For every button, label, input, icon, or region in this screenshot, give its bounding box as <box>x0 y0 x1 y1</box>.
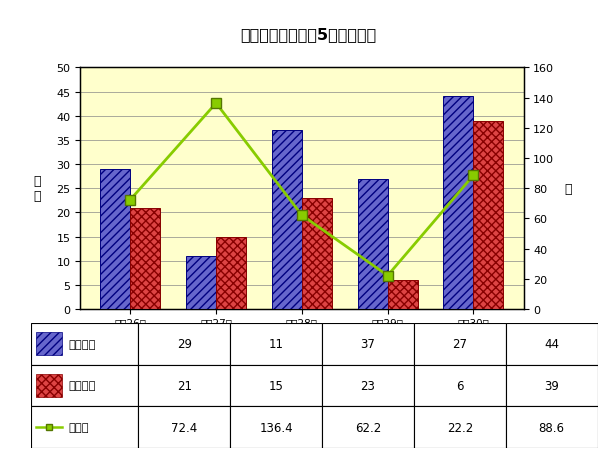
Bar <box>230 365 322 406</box>
Text: 136.4: 136.4 <box>259 421 293 434</box>
Bar <box>36 374 62 397</box>
Text: 11: 11 <box>269 338 284 350</box>
Text: 6: 6 <box>456 379 464 392</box>
Bar <box>31 323 139 365</box>
Bar <box>31 406 139 448</box>
Bar <box>474 121 503 309</box>
Text: 22.2: 22.2 <box>447 421 473 434</box>
Bar <box>414 365 506 406</box>
Bar <box>322 365 414 406</box>
Bar <box>414 323 506 365</box>
Bar <box>322 406 414 448</box>
Bar <box>230 406 322 448</box>
Text: 88.6: 88.6 <box>538 421 565 434</box>
Bar <box>139 323 230 365</box>
Y-axis label: 率: 率 <box>565 182 572 195</box>
Text: 認知・検挙の過去5箇年の推移: 認知・検挙の過去5箇年の推移 <box>240 27 376 42</box>
Bar <box>139 406 230 448</box>
Bar <box>506 365 598 406</box>
Text: 29: 29 <box>177 338 192 350</box>
Bar <box>36 333 62 355</box>
Text: 37: 37 <box>360 338 375 350</box>
Text: 44: 44 <box>544 338 559 350</box>
Text: 認知件数: 認知件数 <box>69 339 96 349</box>
Bar <box>414 406 506 448</box>
Text: 39: 39 <box>544 379 559 392</box>
Text: 検挙率: 検挙率 <box>69 422 89 432</box>
Text: 72.4: 72.4 <box>171 421 198 434</box>
Bar <box>186 256 216 309</box>
Bar <box>230 323 322 365</box>
Bar <box>302 198 332 309</box>
Text: 15: 15 <box>269 379 283 392</box>
Bar <box>444 97 474 309</box>
Text: 23: 23 <box>360 379 375 392</box>
Bar <box>31 365 139 406</box>
Text: 62.2: 62.2 <box>355 421 381 434</box>
Bar <box>506 406 598 448</box>
Bar <box>130 208 160 309</box>
Bar <box>387 280 418 309</box>
Y-axis label: 件
数: 件 数 <box>33 175 41 203</box>
Bar <box>322 323 414 365</box>
Bar <box>358 179 387 309</box>
Text: 27: 27 <box>452 338 468 350</box>
Bar <box>272 131 302 309</box>
Bar <box>100 170 130 309</box>
Bar <box>216 237 246 309</box>
Bar <box>139 365 230 406</box>
Text: 検挙件数: 検挙件数 <box>69 381 96 390</box>
Bar <box>506 323 598 365</box>
Text: 21: 21 <box>177 379 192 392</box>
